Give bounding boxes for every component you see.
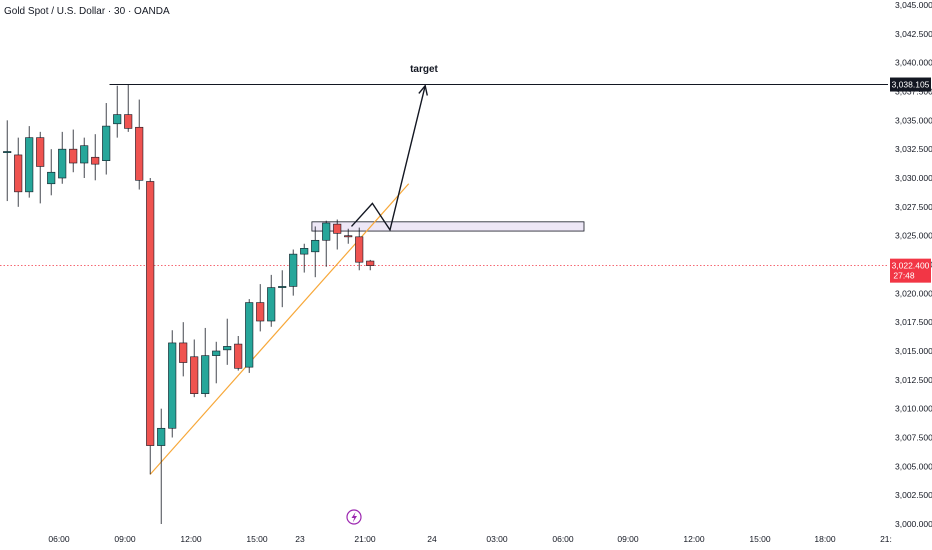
- candles-layer: [3, 84, 375, 524]
- annotation-back-layer: [109, 84, 888, 475]
- candle-up: [47, 171, 56, 185]
- x-tick-label: 09:00: [617, 534, 639, 544]
- ascending-trendline: [149, 183, 410, 475]
- candle-up: [322, 222, 331, 241]
- candle-up: [3, 151, 12, 153]
- candle-down: [190, 356, 199, 394]
- time-axis[interactable]: 06:00 09:00 12:00 15:00 23 21:00 24 03:00 06:00 0…: [48, 534, 892, 544]
- x-tick-label: 03:00: [486, 534, 508, 544]
- candle-up: [267, 287, 276, 322]
- y-tick-label: 3,017.500: [895, 317, 932, 327]
- candle-down: [36, 137, 45, 167]
- projection-path: [350, 85, 426, 232]
- candle-up: [113, 114, 122, 125]
- x-tick-label: 06:00: [48, 534, 70, 544]
- candle-down: [69, 148, 78, 164]
- annotation-front-layer: target: [346, 64, 439, 525]
- candle-down: [146, 181, 155, 446]
- candle-up: [157, 427, 166, 446]
- y-tick-label: 3,007.500: [895, 433, 932, 443]
- candle-up: [278, 286, 287, 288]
- chart-title: Gold Spot / U.S. Dollar · 30 · OANDA: [4, 6, 170, 17]
- price-zone-rectangle: [311, 221, 585, 232]
- y-tick-label: 3,025.000: [895, 231, 932, 241]
- projection-arrowhead: [418, 84, 428, 96]
- candle-up: [223, 346, 232, 351]
- countdown-label: 27:48: [893, 271, 915, 281]
- y-tick-label: 3,030.000: [895, 173, 932, 183]
- candle-down: [333, 223, 342, 234]
- candle-up: [311, 239, 320, 253]
- y-tick-label: 3,005.000: [895, 461, 932, 471]
- x-tick-label: 23: [295, 534, 305, 544]
- candle-up: [201, 355, 210, 394]
- y-tick-label: 3,042.500: [895, 29, 932, 39]
- candle-down: [14, 154, 23, 193]
- candle-up: [289, 253, 298, 287]
- candle-down: [256, 302, 265, 322]
- price-axis[interactable]: 3,000.000 3,002.500 3,005.000 3,007.500 3,01…: [890, 0, 932, 529]
- lightning-icon[interactable]: [346, 509, 362, 525]
- x-tick-label: 18:00: [814, 534, 836, 544]
- y-tick-label: 3,040.000: [895, 58, 932, 68]
- target-label: target: [410, 64, 438, 75]
- x-tick-label: 12:00: [683, 534, 705, 544]
- candle-up: [25, 137, 34, 193]
- y-tick-label: 3,027.500: [895, 202, 932, 212]
- x-tick-label: 06:00: [552, 534, 574, 544]
- candle-up: [245, 302, 254, 368]
- candle-down: [124, 114, 133, 129]
- candle-up: [58, 148, 67, 179]
- y-tick-label: 3,015.000: [895, 346, 932, 356]
- target-price-tag: [890, 77, 931, 92]
- candle-down: [355, 236, 364, 263]
- candle-down: [366, 260, 375, 266]
- candle-down: [179, 342, 188, 363]
- candle-up: [300, 248, 309, 255]
- x-tick-label: 21:00: [354, 534, 376, 544]
- current-price-tag-label: 3,022.400: [892, 261, 930, 271]
- candle-up: [212, 350, 221, 356]
- y-tick-label: 3,020.000: [895, 288, 932, 298]
- y-tick-label: 3,002.500: [895, 490, 932, 500]
- y-tick-label: 3,032.500: [895, 144, 932, 154]
- lightning-icon-bolt: [351, 512, 357, 523]
- candle-up: [168, 342, 177, 429]
- target-price-tag-label: 3,038.105: [892, 80, 930, 90]
- y-tick-label: 3,045.000: [895, 0, 932, 10]
- x-tick-label: 15:00: [749, 534, 771, 544]
- x-tick-label: 09:00: [114, 534, 136, 544]
- x-tick-label: 21:: [880, 534, 892, 544]
- current-price-tag: [890, 258, 931, 283]
- x-tick-label: 24: [427, 534, 437, 544]
- y-tick-label: 3,000.000: [895, 519, 932, 529]
- y-tick-label: 3,035.000: [895, 115, 932, 125]
- x-tick-label: 12:00: [180, 534, 202, 544]
- candle-up: [102, 125, 111, 161]
- candle-down: [135, 126, 144, 181]
- candle-down: [344, 235, 353, 238]
- y-tick-label: 3,010.000: [895, 404, 932, 414]
- candle-up: [80, 145, 89, 164]
- candle-down: [91, 156, 100, 165]
- y-tick-label: 3,012.500: [895, 375, 932, 385]
- x-tick-label: 15:00: [246, 534, 268, 544]
- candle-down: [234, 343, 243, 369]
